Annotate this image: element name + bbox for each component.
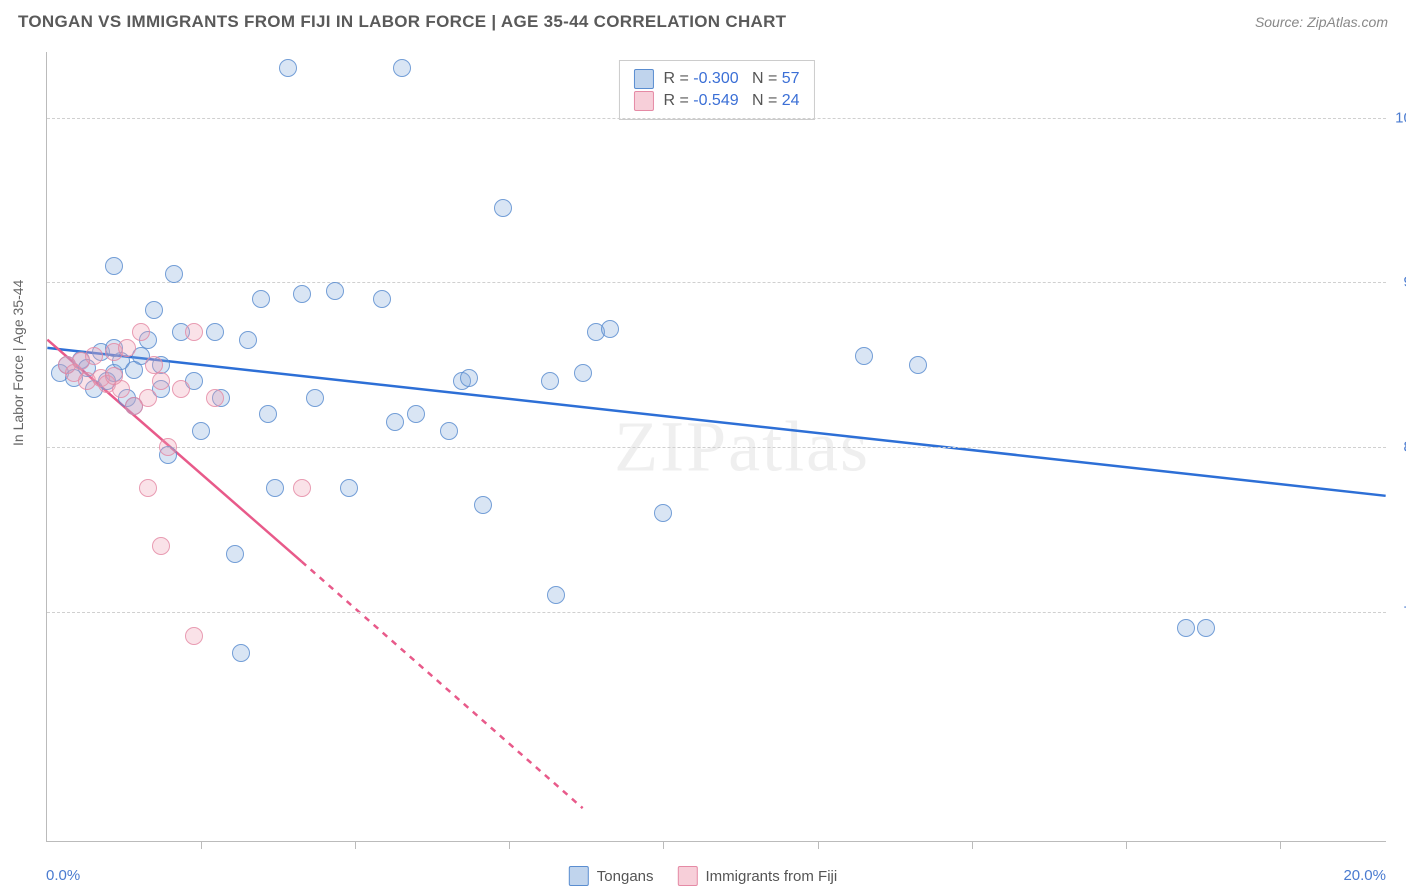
data-point <box>152 372 170 390</box>
series-legend: Tongans Immigrants from Fiji <box>569 866 837 886</box>
data-point <box>340 479 358 497</box>
gridline <box>47 118 1386 119</box>
legend-stats: R = -0.549 N = 24 <box>663 92 799 110</box>
data-point <box>139 389 157 407</box>
data-point <box>159 438 177 456</box>
y-tick-label: 100.0% <box>1395 109 1406 126</box>
data-point <box>145 301 163 319</box>
data-point <box>494 199 512 217</box>
data-point <box>185 627 203 645</box>
legend-stats: R = -0.300 N = 57 <box>663 70 799 88</box>
x-axis-max-label: 20.0% <box>1343 867 1386 884</box>
x-axis-min-label: 0.0% <box>46 867 80 884</box>
x-tick <box>509 841 510 849</box>
data-point <box>474 496 492 514</box>
data-point <box>206 389 224 407</box>
swatch-blue-icon <box>569 866 589 886</box>
x-tick <box>972 841 973 849</box>
data-point <box>373 290 391 308</box>
swatch-pink-icon <box>678 866 698 886</box>
data-point <box>226 545 244 563</box>
x-tick <box>1280 841 1281 849</box>
data-point <box>574 364 592 382</box>
data-point <box>152 537 170 555</box>
data-point <box>306 389 324 407</box>
legend-row: R = -0.549 N = 24 <box>633 91 799 111</box>
data-point <box>1197 619 1215 637</box>
x-tick <box>355 841 356 849</box>
swatch-blue-icon <box>633 69 653 89</box>
data-point <box>192 422 210 440</box>
data-point <box>118 339 136 357</box>
data-point <box>252 290 270 308</box>
data-point <box>105 367 123 385</box>
x-tick <box>201 841 202 849</box>
data-point <box>293 479 311 497</box>
data-point <box>909 356 927 374</box>
data-point <box>855 347 873 365</box>
data-point <box>125 361 143 379</box>
data-point <box>393 59 411 77</box>
x-tick <box>1126 841 1127 849</box>
data-point <box>440 422 458 440</box>
gridline <box>47 447 1386 448</box>
legend-label: Tongans <box>597 868 654 885</box>
data-point <box>386 413 404 431</box>
data-point <box>541 372 559 390</box>
data-point <box>293 285 311 303</box>
data-point <box>139 479 157 497</box>
legend-item-tongans: Tongans <box>569 866 654 886</box>
data-point <box>165 265 183 283</box>
data-point <box>654 504 672 522</box>
data-point <box>266 479 284 497</box>
correlation-legend: R = -0.300 N = 57 R = -0.549 N = 24 <box>618 60 814 120</box>
swatch-pink-icon <box>633 91 653 111</box>
data-point <box>601 320 619 338</box>
data-point <box>460 369 478 387</box>
data-point <box>326 282 344 300</box>
data-point <box>185 323 203 341</box>
source-label: Source: ZipAtlas.com <box>1255 14 1388 30</box>
gridline <box>47 282 1386 283</box>
data-point <box>259 405 277 423</box>
data-point <box>145 356 163 374</box>
data-point <box>85 347 103 365</box>
data-point <box>105 257 123 275</box>
x-tick <box>663 841 664 849</box>
y-axis-label: In Labor Force | Age 35-44 <box>10 280 26 446</box>
data-point <box>1177 619 1195 637</box>
legend-item-fiji: Immigrants from Fiji <box>678 866 838 886</box>
x-tick <box>818 841 819 849</box>
chart-title: TONGAN VS IMMIGRANTS FROM FIJI IN LABOR … <box>18 12 786 32</box>
data-point <box>232 644 250 662</box>
data-point <box>132 323 150 341</box>
legend-label: Immigrants from Fiji <box>706 868 838 885</box>
data-point <box>407 405 425 423</box>
gridline <box>47 612 1386 613</box>
data-point <box>239 331 257 349</box>
data-point <box>172 380 190 398</box>
chart-plot-area: ZIPatlas R = -0.300 N = 57R = -0.549 N =… <box>46 52 1386 842</box>
data-point <box>206 323 224 341</box>
data-point <box>547 586 565 604</box>
data-point <box>279 59 297 77</box>
legend-row: R = -0.300 N = 57 <box>633 69 799 89</box>
